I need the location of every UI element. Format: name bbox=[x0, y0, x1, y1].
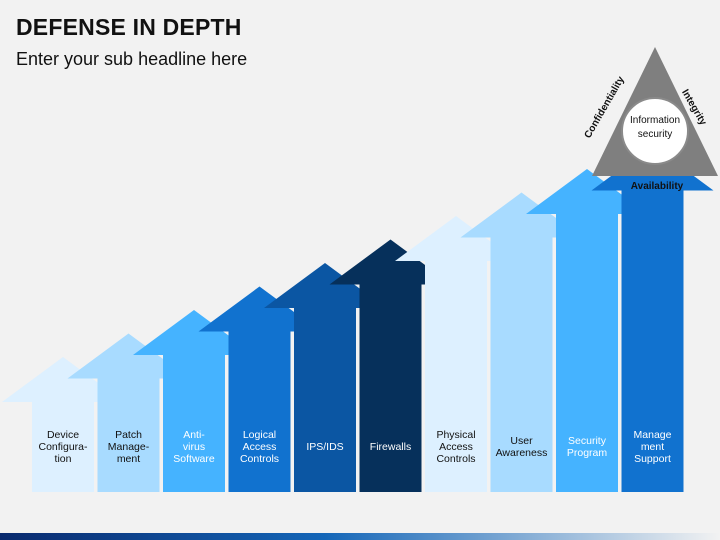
arrow-4 bbox=[198, 286, 321, 492]
information-security-label: Information security bbox=[629, 115, 681, 140]
bottom-accent-bar bbox=[0, 533, 720, 540]
arrow-6 bbox=[329, 239, 452, 492]
arrow-5 bbox=[264, 263, 386, 492]
arrow-10 bbox=[591, 145, 714, 492]
arrow-9 bbox=[526, 169, 648, 492]
arrow-8 bbox=[460, 192, 583, 492]
arrow-label-8: User Awareness bbox=[495, 435, 548, 459]
arrows-group bbox=[2, 145, 714, 492]
arrow-7 bbox=[395, 216, 517, 492]
arrow-label-6: Firewalls bbox=[369, 441, 412, 453]
arrow-label-7: Physical Access Controls bbox=[436, 429, 476, 465]
cia-triangle bbox=[592, 47, 718, 176]
arrow-label-4: Logical Access Controls bbox=[239, 429, 280, 465]
page-title: DEFENSE IN DEPTH bbox=[16, 14, 242, 40]
arrow-label-3: Anti- virus Software bbox=[173, 429, 215, 465]
arrow-2 bbox=[67, 333, 190, 492]
info-security-circle bbox=[621, 97, 689, 165]
arrow-label-5: IPS/IDS bbox=[306, 441, 344, 453]
arrow-label-2: Patch Manage- ment bbox=[107, 429, 150, 465]
availability-label: Availability bbox=[630, 181, 684, 192]
arrow-label-10: Manage ment Support bbox=[633, 429, 672, 465]
arrow-3 bbox=[133, 310, 255, 492]
arrow-1 bbox=[2, 357, 124, 492]
arrow-label-1: Device Configura- tion bbox=[38, 429, 88, 465]
page-subtitle: Enter your sub headline here bbox=[16, 49, 248, 69]
arrow-label-9: Security Program bbox=[566, 435, 608, 459]
